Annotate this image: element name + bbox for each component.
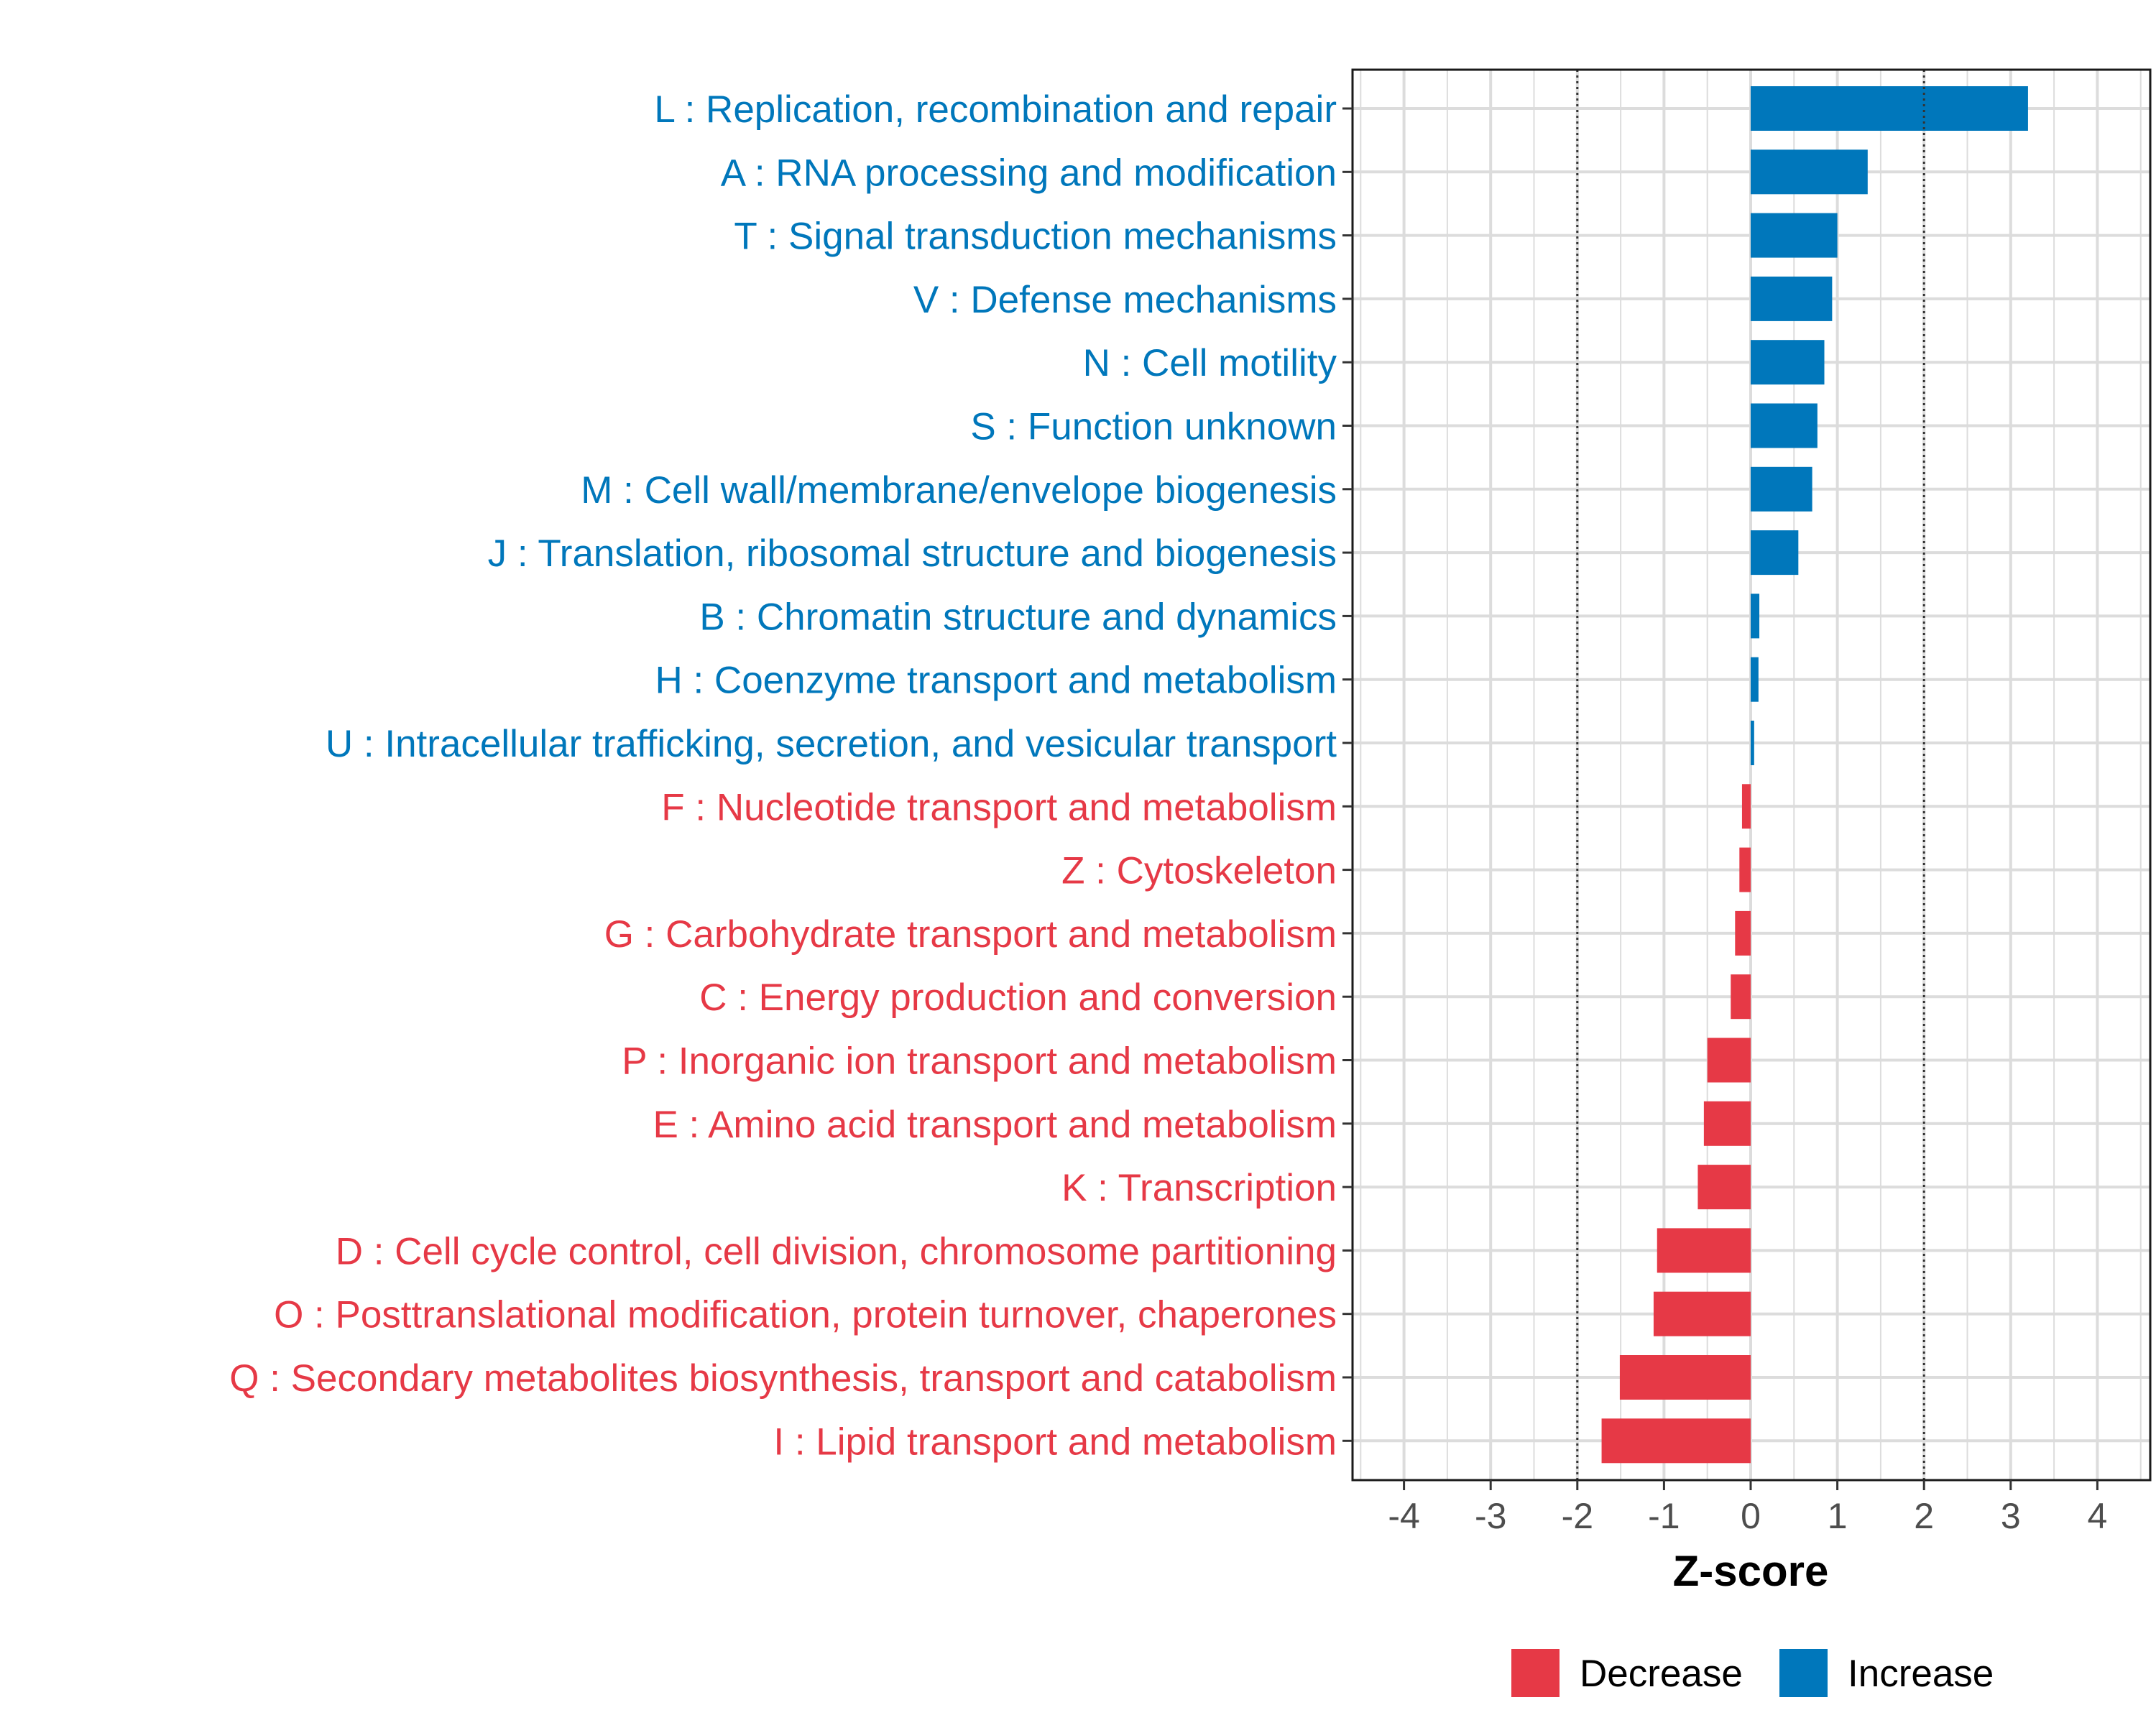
bars-layer <box>1601 86 2028 1464</box>
y-tick-label: J : Translation, ribosomal structure and… <box>488 532 1337 575</box>
bar-n <box>1751 340 1825 385</box>
legend-label-increase: Increase <box>1848 1653 1994 1695</box>
x-tick-label: 0 <box>1741 1496 1761 1536</box>
bar-k <box>1697 1165 1751 1210</box>
bar-f <box>1741 784 1751 829</box>
y-tick-label: O : Posttranslational modification, prot… <box>274 1294 1337 1336</box>
y-tick-label: Q : Secondary metabolites biosynthesis, … <box>229 1357 1337 1400</box>
y-tick-label: C : Energy production and conversion <box>699 976 1337 1019</box>
y-tick-label: D : Cell cycle control, cell division, c… <box>336 1230 1337 1272</box>
y-tick-label: U : Intracellular trafficking, secretion… <box>326 723 1337 765</box>
x-axis: -4 -3 -2 -1 0 1 2 3 4 <box>1388 1480 2107 1536</box>
y-tick-label: K : Transcription <box>1061 1167 1337 1209</box>
y-tick-label: P : Inorganic ion transport and metaboli… <box>622 1040 1337 1083</box>
legend-label-decrease: Decrease <box>1580 1653 1743 1695</box>
y-tick-label: E : Amino acid transport and metabolism <box>653 1104 1337 1146</box>
bar-p <box>1707 1038 1751 1083</box>
x-tick-label: 4 <box>2087 1496 2107 1536</box>
x-tick-label: 2 <box>1914 1496 1934 1536</box>
y-axis: L : Replication, recombination and repai… <box>229 88 1353 1463</box>
y-tick-label: N : Cell motility <box>1083 342 1337 384</box>
y-tick-label: M : Cell wall/membrane/envelope biogenes… <box>581 469 1337 512</box>
y-tick-label: V : Defense mechanisms <box>913 279 1337 321</box>
bar-g <box>1735 910 1751 956</box>
x-tick-label: -3 <box>1475 1496 1506 1536</box>
bar-c <box>1731 974 1751 1020</box>
y-tick-label: B : Chromatin structure and dynamics <box>699 596 1337 638</box>
y-tick-label: Z : Cytoskeleton <box>1061 850 1337 892</box>
y-tick-label: I : Lipid transport and metabolism <box>773 1420 1337 1463</box>
y-tick-label: H : Coenzyme transport and metabolism <box>655 660 1337 702</box>
y-tick-label: A : RNA processing and modification <box>721 152 1337 194</box>
bar-b <box>1751 593 1760 639</box>
y-tick-label: T : Signal transduction mechanisms <box>734 216 1337 258</box>
bar-d <box>1657 1228 1751 1273</box>
bar-i <box>1601 1418 1751 1464</box>
bar-v <box>1751 276 1833 321</box>
legend-swatch-increase <box>1779 1649 1828 1697</box>
bar-s <box>1751 403 1818 448</box>
bar-j <box>1751 530 1799 576</box>
x-tick-label: 1 <box>1828 1496 1848 1536</box>
x-tick-label: -4 <box>1388 1496 1419 1536</box>
legend: Decrease Increase <box>1511 1649 1994 1697</box>
x-tick-label: -1 <box>1648 1496 1680 1536</box>
bar-l <box>1751 86 2028 131</box>
bar-a <box>1751 149 1868 195</box>
bar-q <box>1619 1355 1751 1400</box>
y-tick-label: S : Function unknown <box>970 406 1337 448</box>
bar-u <box>1751 721 1754 765</box>
y-tick-label: F : Nucleotide transport and metabolism <box>661 786 1337 828</box>
bar-z <box>1739 847 1751 892</box>
x-tick-label: -2 <box>1562 1496 1593 1536</box>
bar-h <box>1751 657 1759 702</box>
bar-m <box>1751 466 1812 512</box>
y-tick-label: G : Carbohydrate transport and metabolis… <box>604 913 1337 956</box>
x-axis-title: Z-score <box>1673 1547 1829 1595</box>
y-tick-label: L : Replication, recombination and repai… <box>654 88 1337 131</box>
x-tick-label: 3 <box>2001 1496 2021 1536</box>
bar-e <box>1703 1101 1751 1146</box>
legend-swatch-decrease <box>1511 1649 1560 1697</box>
bar-o <box>1653 1291 1751 1336</box>
bar-t <box>1751 213 1838 258</box>
